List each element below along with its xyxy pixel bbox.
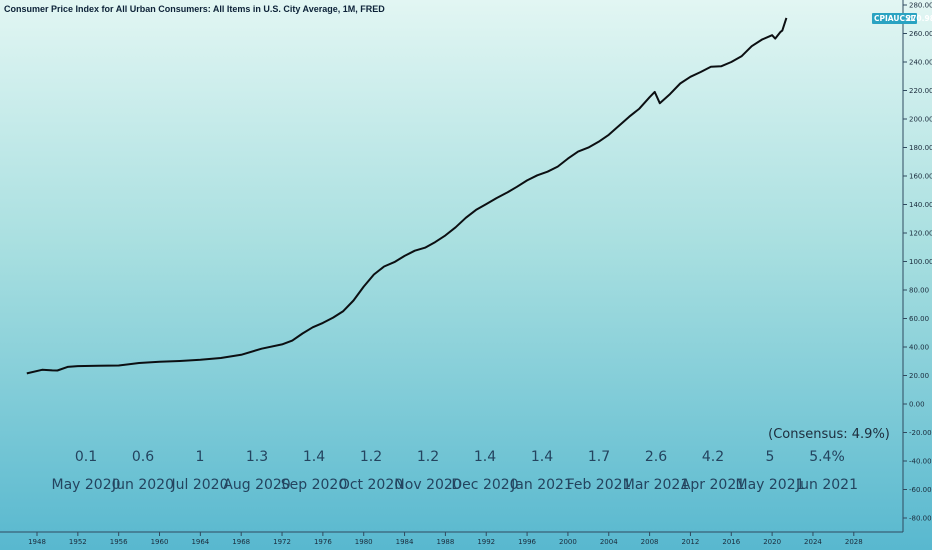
annotation-month: Oct 2020 — [339, 477, 403, 493]
annotation-month: Jun 2020 — [111, 477, 174, 493]
time-tick-label: 1976 — [314, 538, 332, 546]
time-axis[interactable]: 1948 1952 1956 1960 1964 1968 1972 1976 1980 1984… — [28, 532, 863, 546]
price-tick-label: 260.00 — [909, 30, 932, 38]
price-tick-label: 100.00 — [909, 258, 932, 266]
price-tick-label: -40.00 — [909, 458, 932, 466]
annotation-month: May 2021 — [735, 477, 804, 493]
time-tick-label: 1972 — [273, 538, 291, 546]
annotation-value: 1.4 — [531, 449, 553, 465]
time-tick-label: 1968 — [232, 538, 250, 546]
price-tick-label: 120.00 — [909, 230, 932, 238]
annotation-value: 2.6 — [645, 449, 667, 465]
price-tick-label: 240.00 — [909, 59, 932, 67]
time-tick-label: 2008 — [641, 538, 659, 546]
price-tick-label: 80.00 — [909, 287, 929, 295]
annotation-value: 5 — [766, 449, 775, 465]
cpi-series-line — [26, 17, 788, 375]
time-tick-label: 1988 — [436, 538, 454, 546]
annotation-month: Sep 2020 — [281, 477, 347, 493]
price-tick-label: 20.00 — [909, 372, 929, 380]
time-tick-label: 1992 — [477, 538, 495, 546]
annotation-month: Jul 2020 — [171, 477, 229, 493]
annotation-month: Jun 2021 — [795, 477, 858, 493]
annotation-month: Dec 2020 — [451, 477, 518, 493]
time-tick-label: 2024 — [804, 538, 822, 546]
time-tick-label: 2000 — [559, 538, 577, 546]
inflation-annotations: 0.1 0.6 1 1.3 1.4 1.2 1.2 1.4 1.4 1.7 2.6 4.2 5 5.4% M… — [51, 427, 889, 493]
price-tick-label: 0.00 — [909, 401, 925, 409]
annotation-value: 0.6 — [132, 449, 154, 465]
time-tick-label: 2004 — [600, 538, 618, 546]
annotation-month: Apr 2021 — [681, 477, 745, 493]
time-tick-label: 2016 — [722, 538, 740, 546]
annotation-value: 1.2 — [417, 449, 439, 465]
time-tick-label: 2028 — [845, 538, 863, 546]
price-tick-label: -80.00 — [909, 515, 932, 523]
price-tick-label: -20.00 — [909, 429, 932, 437]
annotation-month: Feb 2021 — [567, 477, 632, 493]
annotation-month: Mar 2021 — [623, 477, 690, 493]
annotation-value: 1.4 — [303, 449, 325, 465]
time-tick-label: 1996 — [518, 538, 536, 546]
last-value-badge: CPIAUCSL 270.98 — [872, 13, 932, 24]
time-tick-label: 2012 — [682, 538, 700, 546]
price-tick-label: 160.00 — [909, 173, 932, 181]
time-tick-label: 1952 — [69, 538, 87, 546]
price-tick-label: 140.00 — [909, 201, 932, 209]
consensus-label: (Consensus: 4.9%) — [768, 427, 890, 442]
price-tick-label: 220.00 — [909, 87, 932, 95]
annotation-month: Aug 2020 — [223, 477, 290, 493]
last-value-badge-bg — [872, 13, 917, 24]
annotation-month: May 2020 — [51, 477, 120, 493]
time-tick-label: 1984 — [396, 538, 414, 546]
price-tick-label: 60.00 — [909, 315, 929, 323]
annotation-value: 1.4 — [474, 449, 496, 465]
time-tick-label: 1964 — [191, 538, 209, 546]
annotation-value: 5.4% — [809, 449, 845, 465]
price-tick-label: 40.00 — [909, 344, 929, 352]
time-tick-label: 1960 — [151, 538, 169, 546]
time-tick-label: 1980 — [355, 538, 373, 546]
annotation-value: 1 — [196, 449, 205, 465]
annotation-month: Nov 2020 — [394, 477, 461, 493]
price-axis[interactable]: 280.00 260.00 240.00 220.00 200.00 180.00 160.… — [903, 2, 932, 523]
time-tick-label: 1956 — [110, 538, 128, 546]
price-tick-label: 200.00 — [909, 116, 932, 124]
price-tick-label: -60.00 — [909, 486, 932, 494]
time-tick-label: 2020 — [763, 538, 781, 546]
price-tick-label: 280.00 — [909, 2, 932, 10]
last-value-label: 270.98 — [906, 14, 932, 23]
chart-title: Consumer Price Index for All Urban Consu… — [4, 4, 385, 14]
annotation-value: 1.2 — [360, 449, 382, 465]
annotation-month: Jan 2021 — [510, 477, 573, 493]
annotation-value: 1.3 — [246, 449, 268, 465]
price-tick-label: 180.00 — [909, 144, 932, 152]
time-tick-label: 1948 — [28, 538, 46, 546]
annotation-value: 1.7 — [588, 449, 610, 465]
symbol-label: CPIAUCSL — [874, 14, 916, 23]
annotation-value: 4.2 — [702, 449, 724, 465]
annotation-value: 0.1 — [75, 449, 97, 465]
